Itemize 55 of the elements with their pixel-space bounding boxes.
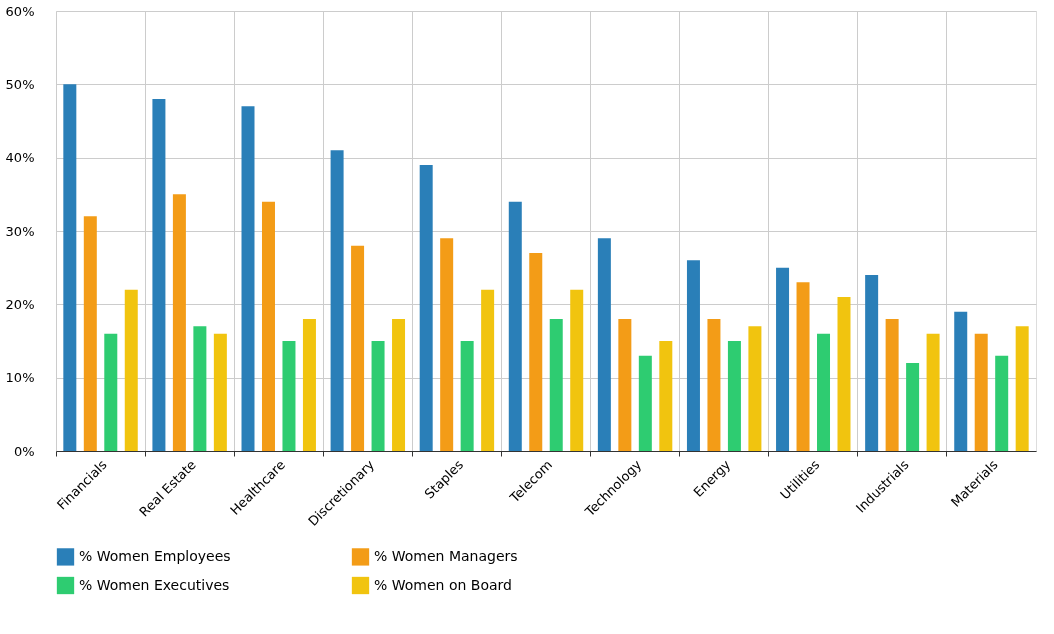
bar [351,245,365,451]
bar [440,238,454,451]
bar [193,326,207,451]
bar [926,333,940,451]
bar [172,194,186,451]
bar [508,201,522,451]
bar [995,355,1009,451]
legend-label: % Women Employees [79,547,231,564]
bar [865,275,879,451]
bar [241,106,255,451]
bar [330,150,344,451]
bar [748,326,762,451]
bar [954,311,968,451]
bar [529,253,543,451]
bar [618,319,632,451]
bar [282,341,296,451]
bar [974,333,988,451]
bar [419,165,433,451]
bar [776,267,790,451]
bar [906,363,920,451]
bar [481,289,495,451]
bar [549,319,563,451]
bar [124,289,138,451]
bar [659,341,673,451]
bar [261,201,275,451]
bar [152,99,166,451]
y-tick-label: 40% [5,150,35,166]
bar [727,341,741,451]
legend-label: % Women Executives [79,576,230,593]
y-tick-label: 20% [5,296,35,312]
bar [638,355,652,451]
bar [837,297,851,451]
bar [570,289,584,451]
y-tick-label: 10% [5,370,35,386]
bar [302,319,316,451]
y-tick-label: 30% [5,223,35,239]
bar [597,238,611,451]
bar [104,333,118,451]
legend-label: % Women on Board [374,576,512,593]
bar [371,341,385,451]
bar [1015,326,1029,451]
bar [817,333,831,451]
y-tick-label: 50% [5,76,35,92]
bar [63,84,77,451]
bar [885,319,899,451]
bar [686,260,700,451]
y-tick-label: 60% [5,3,35,19]
bar [460,341,474,451]
bar [392,319,406,451]
y-tick-label: 0% [13,443,35,459]
bar [213,333,227,451]
bar [707,319,721,451]
bar [796,282,810,451]
legend-label: % Women Managers [374,547,518,564]
bar [83,216,97,451]
